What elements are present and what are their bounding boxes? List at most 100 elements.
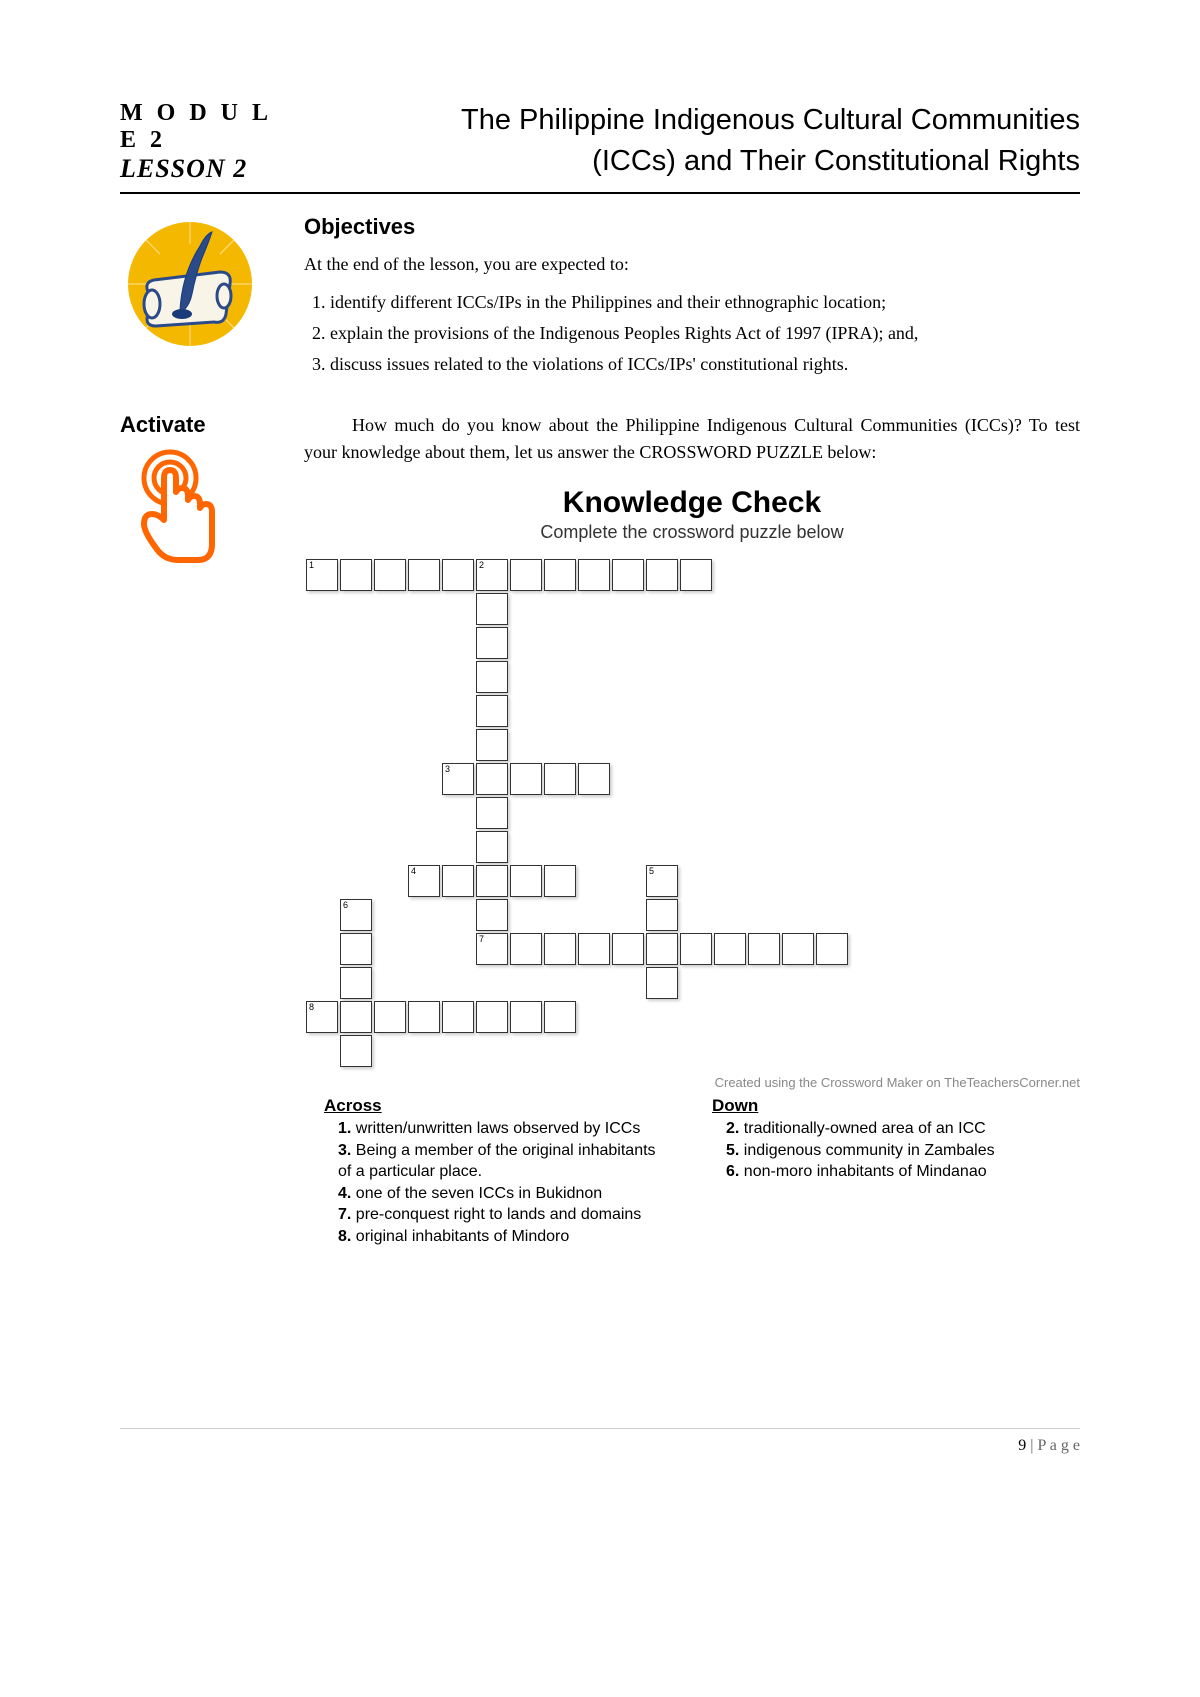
- crossword-cell[interactable]: [544, 559, 576, 591]
- crossword-cell[interactable]: [340, 933, 372, 965]
- crossword-cell[interactable]: [374, 1001, 406, 1033]
- crossword-cell[interactable]: [544, 933, 576, 965]
- crossword-cell[interactable]: [578, 559, 610, 591]
- clue-number: 5.: [726, 1142, 744, 1159]
- objectives-icon-wrap: [120, 214, 280, 382]
- cell-number: 7: [479, 934, 484, 944]
- activate-content: How much do you know about the Philippin…: [304, 412, 1080, 1248]
- clue-text: indigenous community in Zambales: [744, 1142, 995, 1159]
- clue-text: one of the seven ICCs in Bukidnon: [356, 1185, 602, 1202]
- crossword-cell[interactable]: [476, 831, 508, 863]
- clue-line: 4. one of the seven ICCs in Bukidnon: [324, 1183, 672, 1205]
- objectives-list: identify different ICCs/IPs in the Phili…: [304, 289, 1080, 378]
- clue-number: 6.: [726, 1163, 744, 1180]
- objective-item: explain the provisions of the Indigenous…: [330, 320, 1080, 347]
- crossword-cell[interactable]: [476, 627, 508, 659]
- module-label: M O D U L E 2: [120, 100, 300, 154]
- clues: Across 1. written/unwritten laws observe…: [304, 1096, 1080, 1248]
- clue-number: 2.: [726, 1120, 744, 1137]
- crossword-cell[interactable]: [340, 559, 372, 591]
- objective-item: identify different ICCs/IPs in the Phili…: [330, 289, 1080, 316]
- activate-text: How much do you know about the Philippin…: [304, 412, 1080, 466]
- crossword-cell[interactable]: [714, 933, 746, 965]
- crossword-cell[interactable]: [476, 899, 508, 931]
- crossword-cell[interactable]: [510, 1001, 542, 1033]
- crossword-cell[interactable]: [476, 865, 508, 897]
- crossword-cell[interactable]: 3: [442, 763, 474, 795]
- crossword-cell[interactable]: [340, 1001, 372, 1033]
- crossword-cell[interactable]: [544, 763, 576, 795]
- crossword-cell[interactable]: 2: [476, 559, 508, 591]
- crossword-cell[interactable]: 6: [340, 899, 372, 931]
- knowledge-check: Knowledge Check Complete the crossword p…: [304, 486, 1080, 1090]
- page-number: 9: [1018, 1437, 1026, 1454]
- crossword-grid: 1 2 3 4 5 6 7 8: [304, 557, 1080, 1069]
- objective-item: discuss issues related to the violations…: [330, 351, 1080, 378]
- crossword-cell[interactable]: [408, 1001, 440, 1033]
- crossword-cell[interactable]: 4: [408, 865, 440, 897]
- crossword-cell[interactable]: [782, 933, 814, 965]
- clues-down: Down 2. traditionally-owned area of an I…: [712, 1096, 1060, 1248]
- crossword-cell[interactable]: [476, 1001, 508, 1033]
- crossword-cell[interactable]: [646, 559, 678, 591]
- cell-number: 6: [343, 900, 348, 910]
- clues-across: Across 1. written/unwritten laws observe…: [324, 1096, 672, 1248]
- clue-number: 7.: [338, 1206, 356, 1223]
- crossword-credit: Created using the Crossword Maker on The…: [304, 1075, 1080, 1090]
- knowledge-check-title: Knowledge Check: [304, 486, 1080, 520]
- knowledge-check-subtitle: Complete the crossword puzzle below: [304, 522, 1080, 543]
- crossword-cell[interactable]: 1: [306, 559, 338, 591]
- crossword-cell[interactable]: [476, 797, 508, 829]
- crossword-cell[interactable]: [680, 933, 712, 965]
- clue-line: 8. original inhabitants of Mindoro: [324, 1226, 672, 1248]
- clue-line: 1. written/unwritten laws observed by IC…: [324, 1118, 672, 1140]
- crossword-cell[interactable]: [476, 763, 508, 795]
- clue-line: 2. traditionally-owned area of an ICC: [712, 1118, 1060, 1140]
- cell-number: 1: [309, 560, 314, 570]
- crossword-cell[interactable]: [442, 1001, 474, 1033]
- crossword-cell[interactable]: [374, 559, 406, 591]
- crossword-cell[interactable]: 7: [476, 933, 508, 965]
- crossword-cell[interactable]: [510, 763, 542, 795]
- crossword-cell[interactable]: [340, 967, 372, 999]
- page-label: P a g e: [1037, 1437, 1080, 1454]
- crossword-cell[interactable]: [646, 933, 678, 965]
- objectives-intro: At the end of the lesson, you are expect…: [304, 254, 1080, 275]
- crossword-cell[interactable]: [510, 865, 542, 897]
- crossword-cell[interactable]: [544, 865, 576, 897]
- crossword-cell[interactable]: [340, 1035, 372, 1067]
- crossword-cell[interactable]: [510, 559, 542, 591]
- crossword-cell[interactable]: [442, 865, 474, 897]
- crossword-cell[interactable]: 8: [306, 1001, 338, 1033]
- crossword-cell[interactable]: [476, 661, 508, 693]
- crossword-cell[interactable]: [612, 933, 644, 965]
- tap-hand-icon: [120, 448, 230, 568]
- crossword-cell[interactable]: [748, 933, 780, 965]
- crossword-cell[interactable]: [816, 933, 848, 965]
- crossword-cell[interactable]: [476, 729, 508, 761]
- header-left: M O D U L E 2 LESSON 2: [120, 100, 300, 184]
- clue-text: written/unwritten laws observed by ICCs: [356, 1120, 641, 1137]
- crossword-cell[interactable]: [544, 1001, 576, 1033]
- crossword-cell[interactable]: [476, 695, 508, 727]
- lesson-header: M O D U L E 2 LESSON 2 The Philippine In…: [120, 100, 1080, 194]
- crossword-cell[interactable]: [578, 763, 610, 795]
- crossword-cell[interactable]: [510, 933, 542, 965]
- crossword-cell[interactable]: [476, 593, 508, 625]
- cell-number: 3: [445, 764, 450, 774]
- activate-label: Activate: [120, 412, 280, 438]
- clue-number: 4.: [338, 1185, 356, 1202]
- crossword-cell[interactable]: [646, 967, 678, 999]
- crossword-cell[interactable]: [646, 899, 678, 931]
- crossword-cell[interactable]: [442, 559, 474, 591]
- crossword-cell[interactable]: [578, 933, 610, 965]
- crossword-cell[interactable]: [612, 559, 644, 591]
- crossword-cell[interactable]: [680, 559, 712, 591]
- title-line-1: The Philippine Indigenous Cultural Commu…: [461, 104, 1080, 136]
- clues-across-head: Across: [324, 1096, 672, 1116]
- lesson-label: LESSON 2: [120, 154, 300, 184]
- clue-text: original inhabitants of Mindoro: [356, 1228, 569, 1245]
- crossword-cell[interactable]: [408, 559, 440, 591]
- objectives-section: Objectives At the end of the lesson, you…: [120, 214, 1080, 382]
- crossword-cell[interactable]: 5: [646, 865, 678, 897]
